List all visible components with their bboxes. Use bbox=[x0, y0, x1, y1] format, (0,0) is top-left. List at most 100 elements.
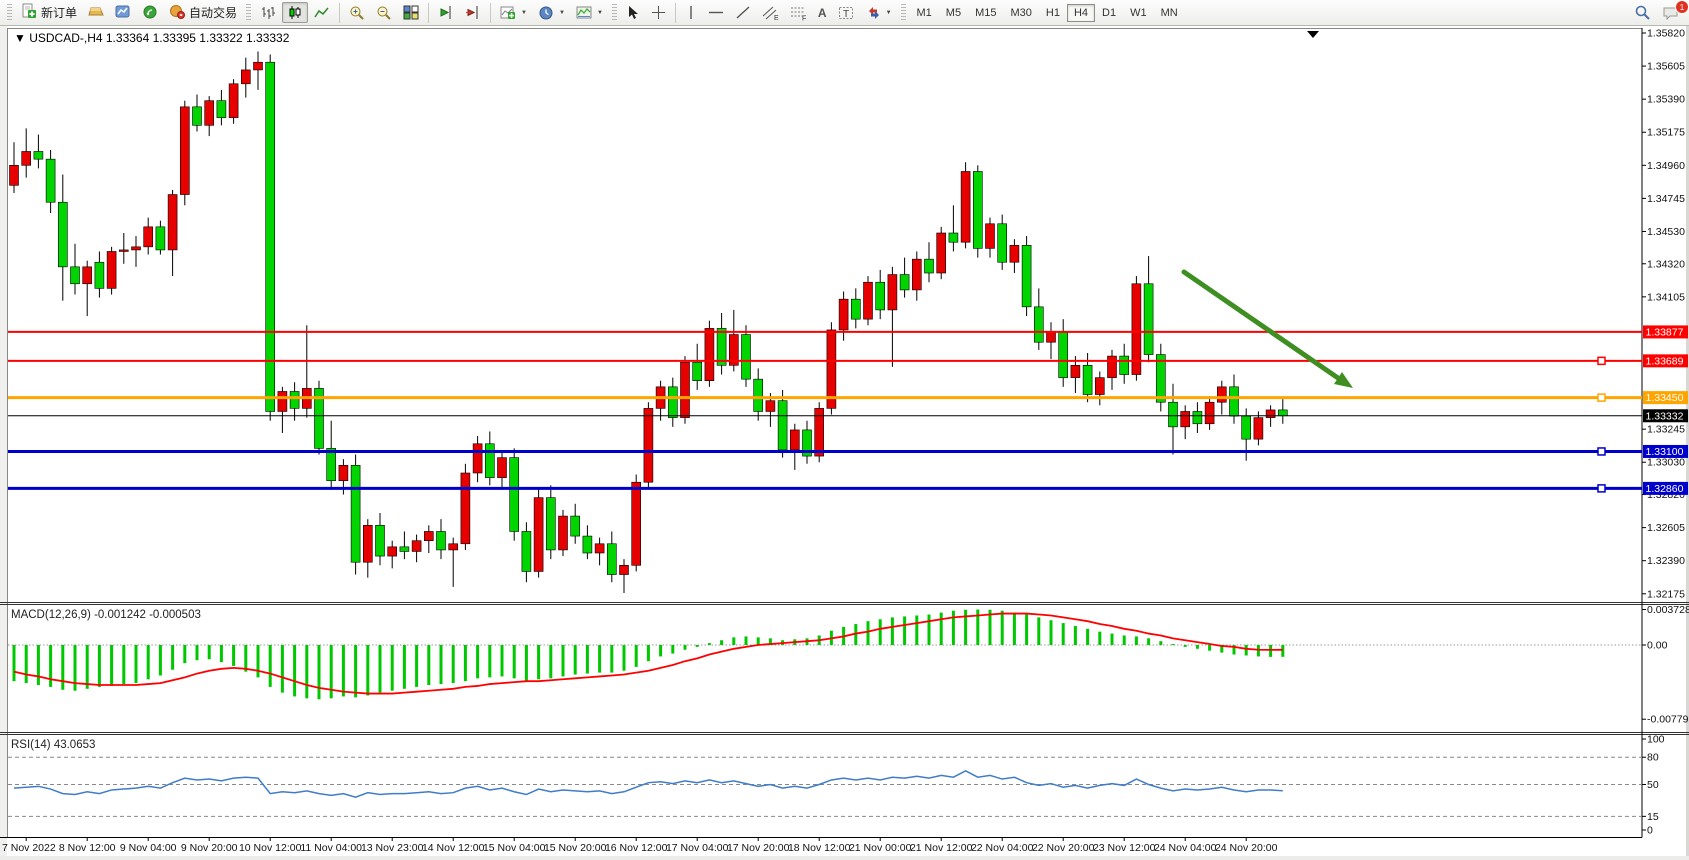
toolbar-grip[interactable] bbox=[900, 3, 906, 22]
macd-histogram-bar bbox=[488, 645, 492, 678]
zoom-out-button[interactable] bbox=[371, 2, 397, 23]
auto-scroll-button[interactable] bbox=[433, 2, 459, 23]
notifications-button[interactable]: 1 bbox=[1657, 0, 1689, 23]
toolbar-grip[interactable] bbox=[7, 3, 12, 22]
vertical-line-tool-button[interactable] bbox=[680, 2, 702, 23]
tile-windows-button[interactable] bbox=[398, 2, 424, 23]
candle-up bbox=[1131, 283, 1142, 375]
channel-tool-button[interactable]: E bbox=[757, 2, 784, 23]
templates-button[interactable]: ▼ bbox=[571, 2, 608, 23]
macd-histogram-bar bbox=[256, 645, 260, 678]
timeframe-MN[interactable]: MN bbox=[1160, 6, 1178, 19]
candle-up bbox=[411, 540, 422, 552]
crosshair-tool-button[interactable] bbox=[646, 2, 671, 23]
text-tool-button[interactable]: A bbox=[813, 2, 832, 23]
market-depth-button[interactable] bbox=[83, 2, 109, 23]
macd-histogram-bar bbox=[134, 645, 138, 684]
macd-histogram-bar bbox=[158, 645, 162, 676]
time-tick-label: 24 Nov 20:00 bbox=[1215, 842, 1278, 854]
line-chart-type-button[interactable] bbox=[309, 2, 335, 23]
time-tick-label: 15 Nov 04:00 bbox=[483, 842, 546, 854]
candle-up bbox=[1070, 365, 1081, 378]
price-tick-label: 1.35390 bbox=[1647, 94, 1685, 106]
timeframe-H1[interactable]: H1 bbox=[1045, 6, 1060, 19]
toolbar-grip[interactable] bbox=[246, 3, 252, 22]
trend-arrow[interactable] bbox=[1181, 269, 1341, 381]
line-drag-handle[interactable] bbox=[1597, 484, 1606, 493]
dropdown-caret: ▼ bbox=[885, 9, 892, 16]
macd-histogram-bar bbox=[36, 645, 40, 685]
bar-chart-type-button[interactable] bbox=[255, 2, 281, 23]
price-badge-label: 1.32860 bbox=[1646, 483, 1684, 495]
chart-area[interactable]: 1.35820 1.35605 1.35390 1.35175 1.34960 1.347… bbox=[0, 26, 1689, 860]
autotrade-icon bbox=[169, 4, 186, 22]
text-label-tool-button[interactable]: T bbox=[833, 2, 860, 23]
macd-histogram-bar bbox=[671, 645, 675, 654]
periods-button[interactable]: ▼ bbox=[533, 2, 570, 23]
candle-up bbox=[131, 246, 141, 251]
signals-button[interactable] bbox=[137, 2, 163, 23]
candle-up bbox=[789, 429, 800, 451]
arrows-tool-button[interactable]: ▼ bbox=[861, 2, 897, 23]
macd-histogram-bar bbox=[390, 645, 394, 691]
toolbar-grip[interactable] bbox=[611, 3, 617, 22]
candlestick-chart-type-button[interactable] bbox=[282, 2, 309, 23]
timeframe-M15[interactable]: M15 bbox=[975, 6, 997, 19]
line-drag-handle[interactable] bbox=[1597, 447, 1606, 456]
candle-up bbox=[1107, 355, 1117, 378]
market-watch-button[interactable] bbox=[110, 2, 136, 23]
cursor-tool-button[interactable] bbox=[621, 2, 645, 23]
candle-up bbox=[765, 400, 776, 412]
new-order-button[interactable]: 新订单 bbox=[16, 2, 82, 23]
svg-text:E: E bbox=[774, 15, 779, 21]
macd-histogram-bar bbox=[756, 637, 760, 645]
horizontal-line-tool-button[interactable] bbox=[703, 2, 729, 23]
price-tick-label: 1.35820 bbox=[1647, 28, 1685, 40]
macd-signal-line bbox=[13, 612, 1283, 695]
line-drag-handle[interactable] bbox=[1597, 356, 1606, 366]
candle-down bbox=[326, 448, 337, 481]
macd-histogram-bar bbox=[24, 645, 28, 684]
indicators-button[interactable]: ▼ bbox=[495, 2, 532, 23]
candle-up bbox=[704, 328, 715, 381]
candle-up bbox=[106, 251, 117, 289]
line-drag-handle[interactable] bbox=[1597, 393, 1606, 402]
zoom-in-button[interactable] bbox=[344, 2, 370, 23]
macd-histogram-bar bbox=[1073, 625, 1077, 645]
chart-shift-button[interactable] bbox=[460, 2, 486, 23]
macd-histogram-bar bbox=[646, 645, 650, 662]
macd-histogram-bar bbox=[878, 619, 882, 645]
fibonacci-tool-button[interactable]: F bbox=[785, 2, 812, 23]
candle-up bbox=[680, 361, 690, 418]
candle-up bbox=[1265, 409, 1276, 418]
price-tick-label: 1.33030 bbox=[1647, 457, 1685, 469]
candle-up bbox=[338, 465, 349, 481]
timeframe-W1[interactable]: W1 bbox=[1130, 6, 1147, 19]
equidistant-channel-icon: E bbox=[762, 6, 779, 21]
macd-histogram-bar bbox=[890, 617, 894, 645]
trend-arrow-head[interactable] bbox=[1334, 372, 1353, 388]
macd-histogram-bar bbox=[305, 645, 309, 699]
chart-shift-marker[interactable] bbox=[1307, 31, 1319, 38]
candle-down bbox=[1192, 411, 1203, 425]
text-label-icon: T bbox=[838, 6, 853, 20]
timeframe-M5[interactable]: M5 bbox=[945, 6, 962, 19]
fibonacci-icon: F bbox=[790, 7, 806, 21]
timeframe-M1[interactable]: M1 bbox=[916, 6, 932, 19]
timeframe-D1[interactable]: D1 bbox=[1102, 6, 1117, 19]
candle-up bbox=[119, 249, 129, 252]
line-chart-icon bbox=[314, 7, 329, 18]
candle-down bbox=[777, 400, 788, 451]
timeframe-H4[interactable]: H4 bbox=[1066, 3, 1096, 22]
search-button[interactable] bbox=[1629, 2, 1656, 23]
price-tick-label: 1.34745 bbox=[1647, 193, 1685, 205]
timeframe-M30[interactable]: M30 bbox=[1010, 6, 1032, 19]
candle-up bbox=[387, 546, 398, 557]
autotrade-button[interactable]: 自动交易 bbox=[164, 2, 242, 23]
candle-down bbox=[753, 378, 764, 412]
candle-up bbox=[594, 543, 605, 554]
candle-up bbox=[728, 334, 739, 366]
price-badge-label: 1.33689 bbox=[1646, 355, 1684, 367]
macd-histogram-bar bbox=[964, 609, 968, 645]
trendline-tool-button[interactable] bbox=[730, 2, 756, 23]
